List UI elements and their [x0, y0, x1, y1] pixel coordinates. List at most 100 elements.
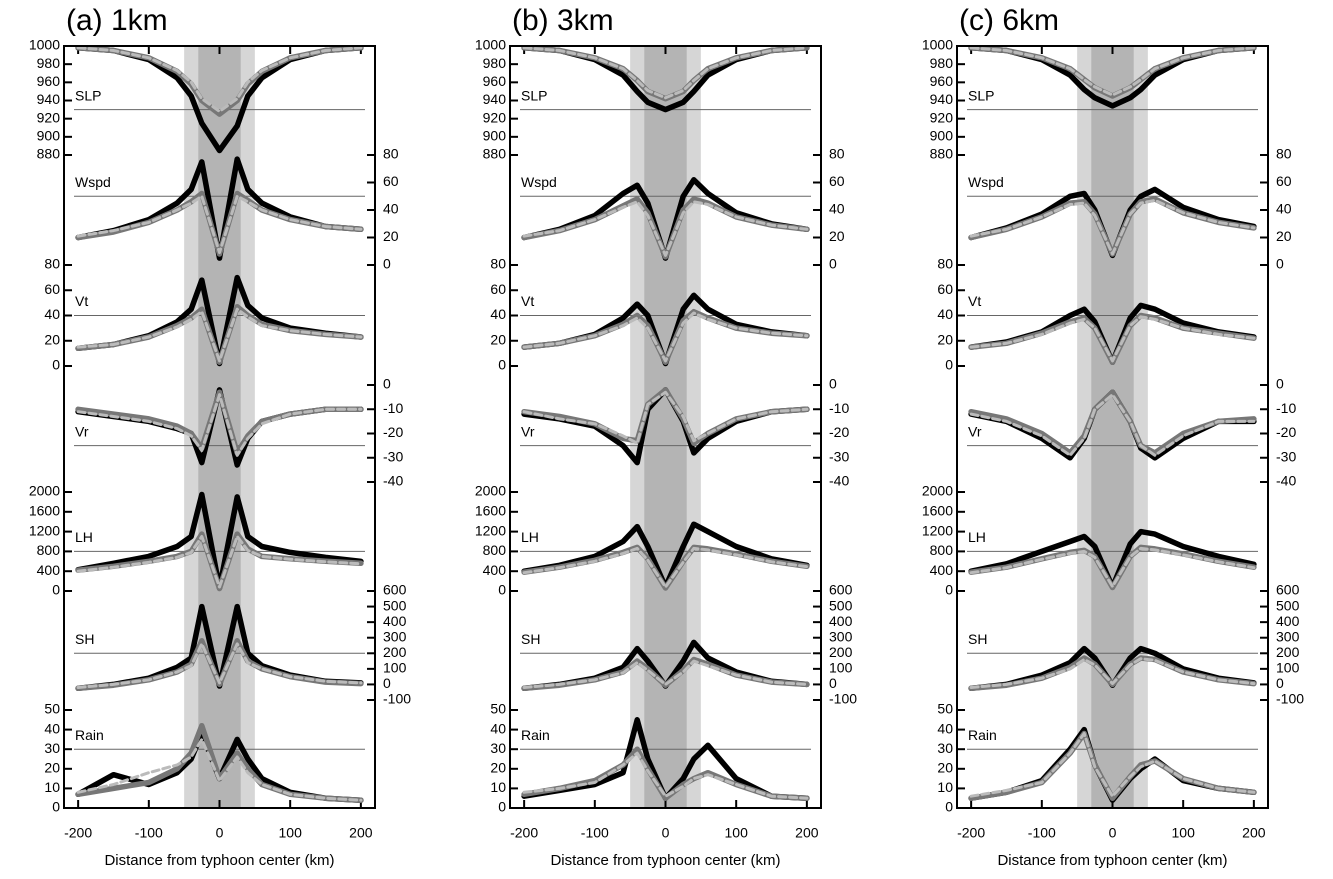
y-tick-label: 10 — [44, 779, 60, 795]
x-tick-label: 0 — [216, 825, 224, 841]
y-tick-label: 40 — [44, 720, 60, 736]
data-line — [969, 732, 1256, 798]
y-tick-label: 50 — [44, 701, 60, 717]
y-tick-label: 0 — [1276, 256, 1284, 272]
y-tick-label: 1000 — [475, 37, 506, 53]
plot-frame — [63, 45, 376, 809]
y-tick-label: 0 — [829, 256, 837, 272]
variable-label: SLP — [521, 87, 547, 103]
y-tick-label: 100 — [383, 660, 407, 676]
variable-label: Wspd — [521, 174, 557, 190]
x-tick-label: 0 — [1109, 825, 1117, 841]
variable-label: Rain — [75, 727, 104, 743]
y-tick-label: 800 — [483, 542, 507, 558]
y-tick-label: 600 — [829, 582, 853, 598]
y-tick-label: 60 — [383, 173, 399, 189]
shade-region — [644, 46, 687, 808]
y-tick-label: -30 — [383, 448, 403, 464]
data-line — [522, 390, 809, 445]
y-tick-label: 880 — [930, 146, 954, 162]
data-line — [969, 393, 1256, 457]
y-tick-label: 0 — [945, 582, 953, 598]
data-line — [969, 546, 1256, 588]
y-tick-label: 960 — [483, 73, 507, 89]
y-tick-label: 1200 — [29, 522, 60, 538]
y-tick-label: 200 — [383, 644, 407, 660]
y-tick-label: 900 — [37, 128, 61, 144]
y-tick-label: 980 — [483, 55, 507, 71]
shade-region — [1091, 46, 1134, 808]
y-tick-label: 0 — [52, 357, 60, 373]
plot-frame — [956, 45, 1269, 809]
y-tick-label: 20 — [490, 331, 506, 347]
y-tick-label: 1600 — [922, 503, 953, 519]
y-tick-label: -10 — [1276, 400, 1296, 416]
y-tick-label: 880 — [37, 146, 61, 162]
variable-label: Rain — [968, 727, 997, 743]
y-tick-label: 400 — [1276, 613, 1300, 629]
data-line — [522, 751, 809, 800]
variable-label: Wspd — [75, 174, 111, 190]
y-tick-label: 500 — [383, 597, 407, 613]
data-line — [968, 389, 1257, 456]
x-tick-label: 200 — [349, 825, 373, 841]
panel-title: (c) 6km — [959, 4, 1059, 37]
variable-label: SH — [521, 631, 540, 647]
y-tick-label: -40 — [1276, 473, 1296, 489]
y-tick-label: 800 — [930, 542, 954, 558]
y-tick-label: -40 — [829, 473, 849, 489]
y-tick-label: 980 — [930, 55, 954, 71]
panel-title: (a) 1km — [66, 4, 168, 37]
y-tick-label: 0 — [498, 799, 506, 815]
panel-title: (b) 3km — [512, 4, 614, 37]
variable-label: SLP — [968, 87, 994, 103]
y-tick-label: 50 — [937, 701, 953, 717]
y-tick-label: -30 — [1276, 448, 1296, 464]
y-tick-label: 60 — [44, 281, 60, 297]
y-tick-label: 920 — [483, 109, 507, 125]
data-line — [522, 659, 809, 689]
variable-label: SLP — [75, 87, 101, 103]
y-tick-label: 920 — [930, 109, 954, 125]
y-tick-label: -10 — [383, 400, 403, 416]
y-tick-label: 60 — [829, 173, 845, 189]
x-tick-label: 100 — [725, 825, 749, 841]
y-tick-label: 20 — [383, 228, 399, 244]
variable-label: Vr — [968, 423, 982, 439]
variable-label: Vt — [968, 293, 981, 309]
y-tick-label: 10 — [937, 779, 953, 795]
y-tick-label: 60 — [937, 281, 953, 297]
y-tick-label: 300 — [829, 628, 853, 644]
variable-label: Vr — [75, 423, 89, 439]
x-tick-label: 0 — [662, 825, 670, 841]
x-tick-label: -100 — [581, 825, 609, 841]
y-tick-label: 940 — [930, 91, 954, 107]
y-tick-label: 80 — [1276, 146, 1292, 162]
y-tick-label: 20 — [1276, 228, 1292, 244]
y-tick-label: 2000 — [29, 483, 60, 499]
variable-label: Rain — [521, 727, 550, 743]
y-tick-label: 80 — [937, 256, 953, 272]
data-line — [76, 194, 363, 255]
y-tick-label: 600 — [1276, 582, 1300, 598]
variable-label: Vt — [521, 293, 534, 309]
y-tick-label: 2000 — [922, 483, 953, 499]
data-line — [76, 46, 363, 113]
variable-label: SH — [75, 631, 94, 647]
y-tick-label: 300 — [1276, 628, 1300, 644]
panel: (c) 6km Distance from typhoon center (km)… — [922, 4, 1304, 869]
data-line — [76, 737, 363, 802]
data-line — [522, 546, 809, 589]
variable-label: LH — [968, 529, 986, 545]
y-tick-label: 0 — [829, 376, 837, 392]
y-tick-label: 960 — [930, 73, 954, 89]
y-tick-label: 40 — [937, 720, 953, 736]
data-line — [969, 657, 1256, 689]
y-tick-label: 50 — [490, 701, 506, 717]
y-tick-label: 300 — [383, 628, 407, 644]
y-tick-label: -20 — [829, 424, 849, 440]
y-tick-label: 0 — [1276, 376, 1284, 392]
data-line — [969, 315, 1256, 363]
x-tick-label: 200 — [795, 825, 819, 841]
y-tick-label: 0 — [1276, 675, 1284, 691]
